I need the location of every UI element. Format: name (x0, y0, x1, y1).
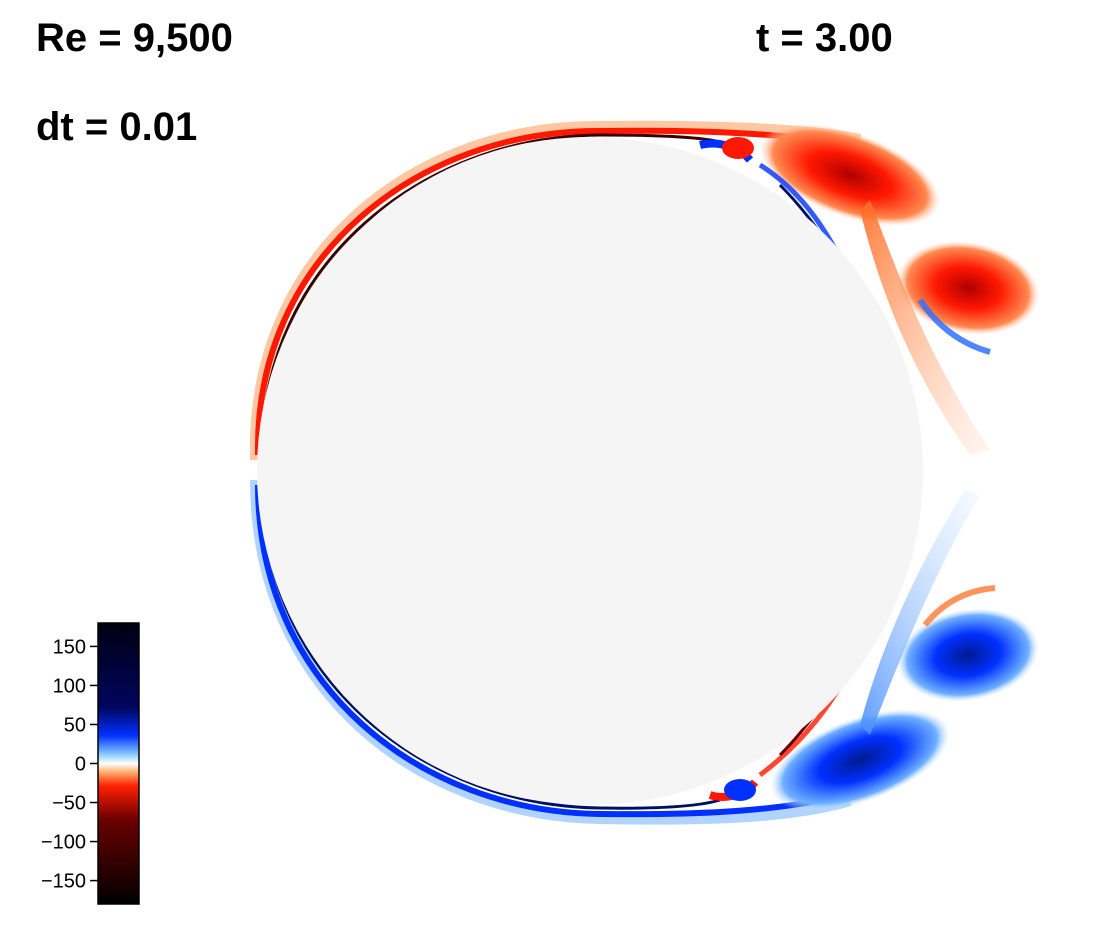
colorbar-tick-label: 50 (64, 714, 86, 736)
reynolds-number-label: Re = 9,500 (36, 16, 233, 60)
colorbar-tick-label: −50 (52, 793, 86, 815)
colorbar-tick-label: 100 (53, 675, 86, 697)
colorbar-tick-label: −150 (41, 871, 86, 893)
lower-wake-vortices (708, 490, 1040, 812)
colorbar-gradient (97, 622, 140, 905)
timestep-label: dt = 0.01 (36, 105, 198, 149)
colorbar-tick-label: 0 (75, 754, 86, 776)
colorbar-ticks: 150 100 50 0 −50 −100 −150 (41, 636, 98, 893)
cylinder (257, 137, 923, 805)
colorbar-tick-label: −100 (41, 832, 86, 854)
colorbar-tick-label: 150 (53, 636, 86, 658)
time-label: t = 3.00 (756, 16, 893, 60)
